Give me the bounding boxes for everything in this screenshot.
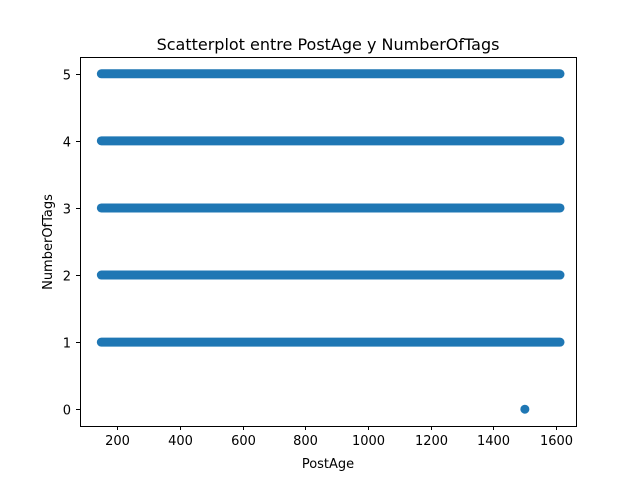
plot-area (96, 69, 565, 414)
y-tick-label: 2 (63, 270, 71, 285)
axes-frame (80, 57, 577, 427)
y-axis: 0 1 2 3 4 5 (63, 69, 80, 419)
x-tick-label: 1600 (540, 434, 573, 449)
y-tick-label: 4 (63, 136, 71, 151)
x-tick-label: 400 (168, 434, 193, 449)
x-tick-label: 800 (293, 434, 318, 449)
x-tick-label: 200 (105, 434, 130, 449)
y-axis-label: NumberOfTags (41, 194, 56, 290)
chart-title: Scatterplot entre PostAge y NumberOfTags (157, 35, 500, 54)
scatter-point (520, 404, 530, 414)
y-tick-label: 0 (63, 404, 71, 419)
x-tick-label: 1400 (477, 434, 510, 449)
x-axis-label: PostAge (302, 457, 354, 472)
y-tick-label: 1 (63, 337, 71, 352)
x-tick-label: 1200 (415, 434, 448, 449)
x-tick-label: 1000 (352, 434, 385, 449)
y-tick-label: 5 (63, 69, 71, 84)
x-axis: 200 400 600 800 1000 1200 1400 1600 (105, 426, 573, 449)
y-tick-label: 3 (63, 203, 71, 218)
x-tick-label: 600 (231, 434, 256, 449)
